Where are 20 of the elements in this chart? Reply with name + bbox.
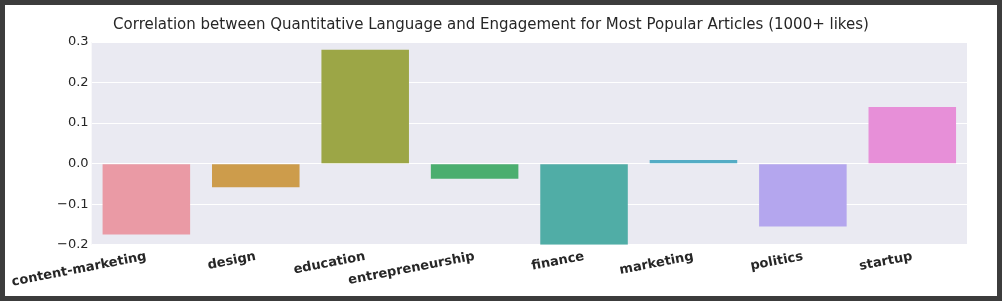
y-tick-label: −0.2 — [57, 236, 89, 252]
bar — [759, 164, 847, 227]
bar — [102, 164, 191, 235]
y-tick-label: 0.2 — [67, 73, 89, 89]
x-tick-label: politics — [748, 247, 805, 273]
bar — [212, 164, 300, 188]
y-tick-label: 0.1 — [67, 114, 89, 130]
x-tick-label: marketing — [618, 247, 695, 277]
chart-title: Correlation between Quantitative Language and Engagement for Most Popular Articles (1000+ likes) — [113, 14, 869, 33]
bar — [321, 49, 409, 164]
y-tick-label: 0.3 — [67, 33, 89, 49]
bar — [430, 164, 519, 179]
x-tick-label: startup — [857, 247, 914, 273]
y-tick-label: 0.0 — [67, 155, 89, 171]
x-tick-label: design — [206, 247, 257, 272]
x-tick-label: finance — [529, 247, 586, 273]
y-tick-label: −0.1 — [57, 195, 89, 211]
bar — [868, 106, 957, 164]
bar — [540, 164, 628, 245]
bar — [649, 160, 738, 164]
